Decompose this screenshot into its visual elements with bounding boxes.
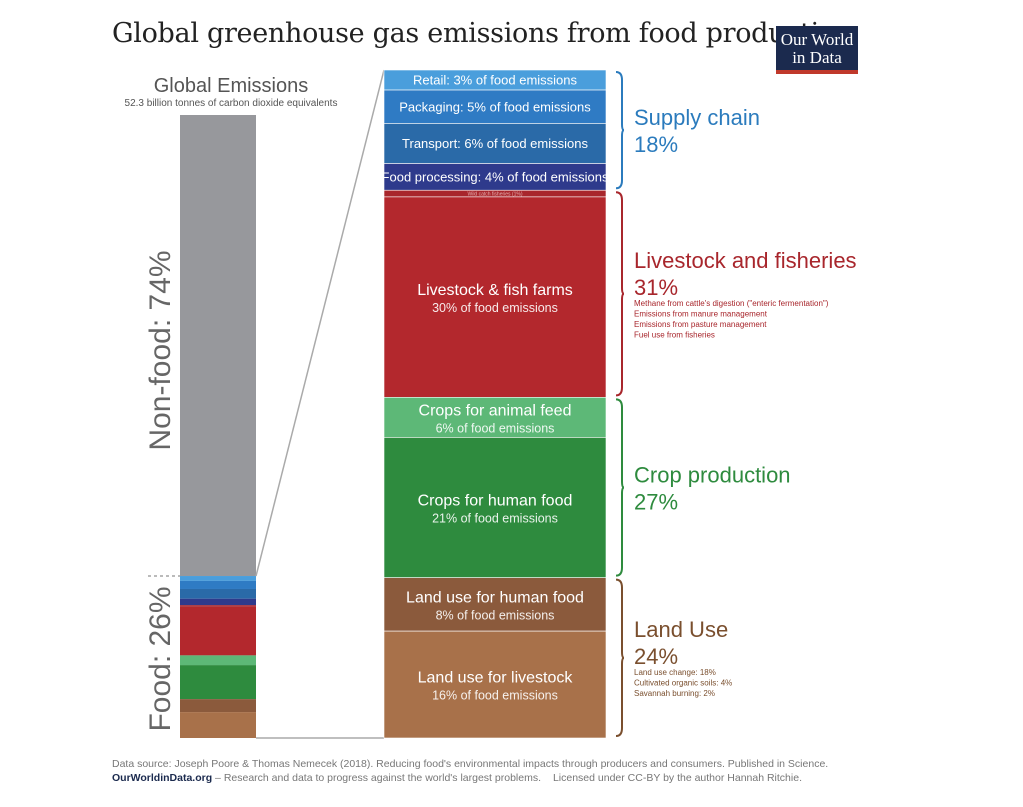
segment-bar-5 — [383, 196, 607, 398]
segment-label-5: Livestock & fish farms — [417, 282, 573, 299]
group-note-1-2: Emissions from pasture management — [634, 320, 767, 329]
group-note-3-1: Cultivated organic soils: 4% — [634, 679, 732, 688]
segment-bar-3 — [383, 163, 607, 191]
food-bar-segment-0 — [180, 576, 256, 581]
food-label: Food: 26% — [144, 586, 177, 731]
group-name-3: Land Use — [634, 617, 728, 642]
segment-label-8: Land use for human food — [406, 589, 584, 606]
food-bar-segment-1 — [180, 580, 256, 589]
segment-label-4: Wild catch fisheries (1%) — [467, 191, 522, 197]
group-name-1: Livestock and fisheries — [634, 248, 857, 273]
license-text: Licensed under CC-BY by the author Hanna… — [552, 772, 802, 784]
group-brace-3 — [615, 578, 625, 737]
segment-label-3: Food processing: 4% of food emissions — [382, 169, 609, 184]
left-bar-subtitle: 52.3 billion tonnes of carbon dioxide eq… — [125, 98, 338, 109]
group-name-0: Supply chain — [634, 105, 760, 130]
segment-bar-9 — [383, 630, 607, 739]
segment-sublabel-6: 6% of food emissions — [436, 421, 555, 435]
site-link[interactable]: OurWorldinData.org — [112, 772, 213, 784]
food-bar-segment-8 — [180, 699, 256, 713]
food-bar-segment-9 — [180, 712, 256, 738]
segment-sublabel-9: 16% of food emissions — [432, 689, 558, 703]
segment-bar-7 — [383, 437, 607, 578]
group-note-1-1: Emissions from manure management — [634, 309, 768, 318]
segment-bar-8 — [383, 577, 607, 632]
segment-sublabel-7: 21% of food emissions — [432, 512, 558, 526]
food-bar-segment-3 — [180, 598, 256, 606]
group-note-1-0: Methane from cattle's digestion ("enteri… — [634, 299, 829, 308]
chart-title: Global greenhouse gas emissions from foo… — [112, 18, 852, 49]
segment-label-9: Land use for livestock — [418, 670, 574, 687]
food-bar-segment-2 — [180, 588, 256, 599]
segment-label-7: Crops for human food — [418, 493, 573, 510]
segment-bar-6 — [383, 397, 607, 438]
data-source: Data source: Joseph Poore & Thomas Nemec… — [112, 758, 829, 770]
segment-label-0: Retail: 3% of food emissions — [413, 73, 578, 88]
tagline: – Research and data to progress against … — [212, 772, 541, 784]
group-note-3-0: Land use change: 18% — [634, 668, 716, 677]
group-pct-3: 24% — [634, 644, 678, 669]
group-name-2: Crop production — [634, 463, 791, 488]
owid-logo[interactable]: Our World in Data — [776, 26, 858, 74]
segment-label-6: Crops for animal feed — [419, 402, 572, 419]
group-pct-1: 31% — [634, 275, 678, 300]
group-brace-0 — [615, 71, 625, 190]
logo-line2: in Data — [792, 48, 842, 67]
segment-bar-1 — [383, 89, 607, 124]
segment-sublabel-5: 30% of food emissions — [432, 301, 558, 315]
connector-top — [255, 69, 385, 577]
left-bar-title: Global Emissions — [154, 75, 309, 97]
group-note-3-2: Savannah burning: 2% — [634, 689, 715, 698]
nonfood-bar — [180, 115, 256, 577]
nonfood-label: Non-food: 74% — [144, 250, 177, 450]
segment-label-2: Transport: 6% of food emissions — [402, 136, 588, 151]
group-brace-1 — [615, 191, 625, 397]
logo-line1: Our World — [780, 30, 854, 49]
group-brace-2 — [615, 398, 625, 577]
segment-bar-2 — [383, 123, 607, 164]
footer: Data source: Joseph Poore & Thomas Nemec… — [112, 757, 912, 785]
group-pct-2: 27% — [634, 490, 678, 515]
segment-sublabel-8: 8% of food emissions — [436, 608, 555, 622]
food-bar-segment-6 — [180, 655, 256, 666]
food-bar-segment-7 — [180, 665, 256, 700]
segment-label-1: Packaging: 5% of food emissions — [399, 99, 591, 114]
food-bar-segment-4 — [180, 605, 256, 607]
group-pct-0: 18% — [634, 132, 678, 157]
group-note-1-3: Fuel use from fisheries — [634, 330, 715, 339]
food-bar-segment-5 — [180, 606, 256, 656]
